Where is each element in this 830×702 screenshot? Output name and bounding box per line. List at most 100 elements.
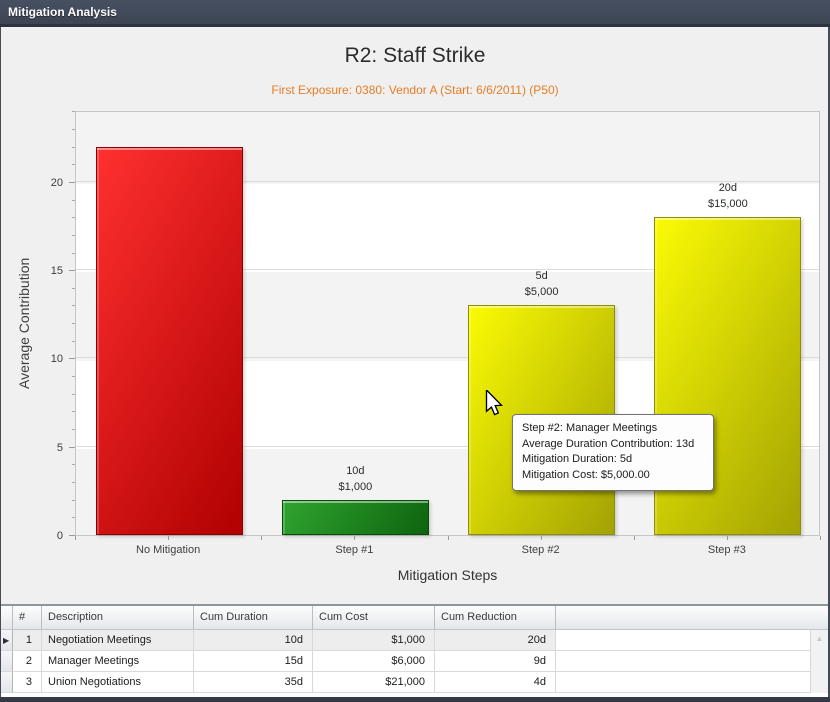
x-center-tick <box>354 536 356 540</box>
row-selector-header <box>0 606 13 630</box>
x-axis-title: Mitigation Steps <box>397 567 498 583</box>
cell-cum-duration[interactable]: 15d <box>194 651 313 672</box>
y-tick-label: 5 <box>56 441 63 454</box>
y-minor-tick <box>72 482 75 484</box>
bar-value-line: 20d <box>718 182 738 195</box>
cell-cum-reduction[interactable]: 20d <box>435 630 556 651</box>
y-minor-tick <box>72 252 75 254</box>
y-minor-tick <box>72 128 75 130</box>
y-tick-label: 0 <box>56 530 63 542</box>
cell-description[interactable]: Negotiation Meetings <box>42 630 194 651</box>
y-minor-tick <box>72 340 75 342</box>
y-minor-tick <box>72 199 75 201</box>
y-minor-tick <box>72 499 75 501</box>
mitigation-table: # Description Cum Duration Cum Cost Cum Redu… <box>0 606 828 693</box>
cell-filler <box>556 651 810 672</box>
x-axis: Mitigation Steps No Mitigation Step #1 Ste… <box>75 536 821 600</box>
cell-filler <box>556 630 810 651</box>
current-row-arrow-icon: ▶ <box>3 636 10 645</box>
y-tick-label: 20 <box>50 176 63 189</box>
x-boundary-tick <box>447 536 449 540</box>
y-minor-tick <box>72 234 75 236</box>
cell-cum-cost[interactable]: $1,000 <box>313 630 435 651</box>
cell-cum-cost[interactable]: $21,000 <box>313 672 435 693</box>
column-header-description[interactable]: Description <box>42 606 194 630</box>
bar-value-line: 5d <box>535 270 548 283</box>
bar-value-line: $5,000 <box>524 286 559 299</box>
cell-description[interactable]: Union Negotiations <box>42 672 194 693</box>
bar-value-line: 10d <box>346 464 365 477</box>
x-center-tick <box>540 536 542 540</box>
y-minor-tick <box>72 111 75 113</box>
cell-cum-duration[interactable]: 10d <box>194 630 313 651</box>
cell-cum-reduction[interactable]: 4d <box>435 672 556 693</box>
bar-value-line: $1,000 <box>338 480 373 493</box>
column-header-cum-reduction[interactable]: Cum Reduction <box>435 606 556 630</box>
y-axis: 0 5 10 15 20 <box>0 111 75 542</box>
y-minor-tick <box>72 517 75 519</box>
x-category-label: No Mitigation <box>136 544 201 556</box>
scrollbar-up-icon[interactable]: ▲ <box>815 634 824 643</box>
gridline <box>76 269 819 271</box>
y-major-tick <box>69 358 75 360</box>
y-minor-tick <box>72 411 75 413</box>
mouse-cursor <box>485 390 503 416</box>
x-boundary-tick <box>261 536 263 540</box>
x-boundary-tick <box>820 536 821 540</box>
x-center-tick <box>726 536 728 540</box>
tooltip-line: Mitigation Duration: 5d <box>522 453 633 465</box>
y-minor-tick <box>72 376 75 378</box>
window-border-left <box>0 27 1 702</box>
y-minor-tick <box>72 164 75 166</box>
window-border-right <box>828 27 830 702</box>
y-tick-label: 10 <box>50 353 63 366</box>
gridline <box>76 180 819 182</box>
gridline <box>76 445 819 447</box>
window-border-bottom <box>0 697 830 702</box>
y-minor-tick <box>72 217 75 219</box>
bar-step-1[interactable] <box>281 499 429 535</box>
column-header-cum-duration[interactable]: Cum Duration <box>194 606 313 630</box>
column-header--[interactable]: # <box>13 606 42 630</box>
row-selector-cell[interactable] <box>0 651 13 672</box>
x-boundary-tick <box>633 536 635 540</box>
cell-cum-reduction[interactable]: 9d <box>435 651 556 672</box>
tooltip-line: Mitigation Cost: $5,000.00 <box>522 468 650 481</box>
chart-subtitle: First Exposure: 0380: Vendor A (Start: 6… <box>271 83 559 97</box>
column-header-filler <box>556 606 828 630</box>
row-selector-cell[interactable]: ▶ <box>0 630 13 651</box>
bar-value-line: $15,000 <box>707 198 748 211</box>
window-titlebar: Mitigation Analysis <box>0 0 830 24</box>
y-minor-tick <box>72 323 75 325</box>
cell-num[interactable]: 1 <box>13 630 42 651</box>
cell-filler <box>556 672 810 693</box>
x-center-tick <box>168 536 170 540</box>
titlebar-edge <box>0 24 830 27</box>
y-major-tick <box>69 270 75 272</box>
cell-cum-duration[interactable]: 35d <box>194 672 313 693</box>
cell-num[interactable]: 3 <box>13 672 42 693</box>
y-minor-tick <box>72 393 75 395</box>
y-minor-tick <box>72 429 75 431</box>
x-category-label: Step #3 <box>707 544 746 556</box>
cell-cum-cost[interactable]: $6,000 <box>313 651 435 672</box>
bar-no-mitigation[interactable] <box>95 146 243 535</box>
cell-num[interactable]: 2 <box>13 651 42 672</box>
tooltip-line: Average Duration Contribution: 13d <box>522 437 695 450</box>
x-boundary-tick <box>75 536 76 540</box>
mitigation-steps-panel: # Description Cum Duration Cum Cost Cum Redu… <box>0 604 830 697</box>
y-tick-label: 15 <box>50 265 63 278</box>
y-major-tick <box>69 446 75 448</box>
row-selector-cell[interactable] <box>0 672 13 693</box>
y-minor-tick <box>72 464 75 466</box>
x-category-label: Step #2 <box>521 544 560 556</box>
y-minor-tick <box>72 305 75 307</box>
bar-value-label: 5d $5,000 <box>462 268 622 300</box>
table-vertical-scrollbar[interactable]: ▲ <box>810 630 828 693</box>
column-header-cum-cost[interactable]: Cum Cost <box>313 606 435 630</box>
bar-tooltip: Step #2: Manager Meetings Average Duratio… <box>512 414 714 491</box>
gridline <box>76 357 819 359</box>
tooltip-line: Step #2: Manager Meetings <box>522 422 658 434</box>
cell-description[interactable]: Manager Meetings <box>42 651 194 672</box>
